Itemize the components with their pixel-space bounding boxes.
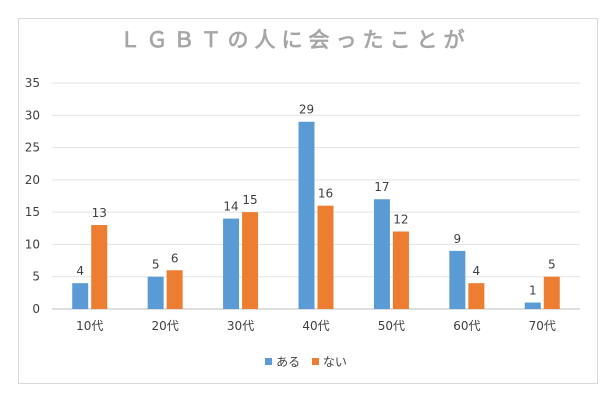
legend-label-1: ない bbox=[322, 355, 347, 369]
data-label-1-3: 16 bbox=[318, 187, 333, 201]
bar-1-4 bbox=[392, 231, 409, 309]
data-label-0-1: 5 bbox=[152, 258, 160, 272]
data-label-1-5: 4 bbox=[473, 264, 481, 278]
bar-0-6 bbox=[524, 302, 541, 309]
data-label-1-4: 12 bbox=[393, 213, 408, 227]
legend: ある ない bbox=[0, 353, 612, 370]
bar-0-0 bbox=[72, 283, 89, 309]
bar-1-2 bbox=[242, 212, 259, 309]
data-label-1-0: 13 bbox=[92, 206, 107, 220]
data-label-0-5: 9 bbox=[454, 232, 462, 246]
y-tick-label-1: 5 bbox=[32, 270, 40, 284]
y-tick-label-3: 15 bbox=[25, 205, 40, 219]
x-tick-label-4: 50代 bbox=[378, 319, 405, 333]
x-tick-label-0: 10代 bbox=[76, 319, 103, 333]
x-tick-label-5: 60代 bbox=[453, 319, 480, 333]
bar-0-5 bbox=[449, 250, 466, 309]
y-tick-label-5: 25 bbox=[25, 141, 40, 155]
legend-swatch-0 bbox=[265, 358, 273, 365]
data-label-0-4: 17 bbox=[374, 180, 389, 194]
data-label-1-1: 6 bbox=[171, 251, 179, 265]
y-tick-label-4: 20 bbox=[25, 173, 40, 187]
legend-item-0: ある bbox=[265, 353, 300, 370]
data-label-0-6: 1 bbox=[529, 284, 537, 298]
bar-0-1 bbox=[147, 276, 164, 309]
data-label-0-2: 14 bbox=[223, 200, 238, 214]
bar-0-3 bbox=[298, 121, 315, 309]
data-label-1-2: 15 bbox=[242, 193, 257, 207]
data-label-0-3: 29 bbox=[299, 103, 314, 117]
x-tick-label-1: 20代 bbox=[152, 319, 179, 333]
x-tick-label-3: 40代 bbox=[302, 319, 329, 333]
data-label-0-0: 4 bbox=[76, 264, 84, 278]
bar-1-6 bbox=[543, 276, 560, 309]
y-tick-label-2: 10 bbox=[25, 237, 40, 251]
legend-swatch-1 bbox=[311, 358, 319, 365]
bar-0-2 bbox=[223, 218, 240, 309]
bar-1-1 bbox=[166, 270, 183, 309]
bar-1-3 bbox=[317, 205, 334, 309]
y-tick-label-6: 30 bbox=[25, 108, 40, 122]
bar-1-5 bbox=[468, 283, 485, 309]
bar-1-0 bbox=[91, 225, 108, 309]
legend-label-0: ある bbox=[276, 355, 301, 369]
legend-item-1: ない bbox=[311, 353, 347, 370]
data-label-1-6: 5 bbox=[548, 258, 556, 272]
bar-0-4 bbox=[373, 199, 390, 309]
chart-title: ＬＧＢＴの人に会ったことが bbox=[119, 28, 471, 52]
y-tick-label-7: 35 bbox=[25, 76, 40, 90]
y-tick-label-0: 0 bbox=[32, 302, 40, 316]
x-tick-label-2: 30代 bbox=[227, 319, 254, 333]
x-tick-label-6: 70代 bbox=[529, 319, 556, 333]
